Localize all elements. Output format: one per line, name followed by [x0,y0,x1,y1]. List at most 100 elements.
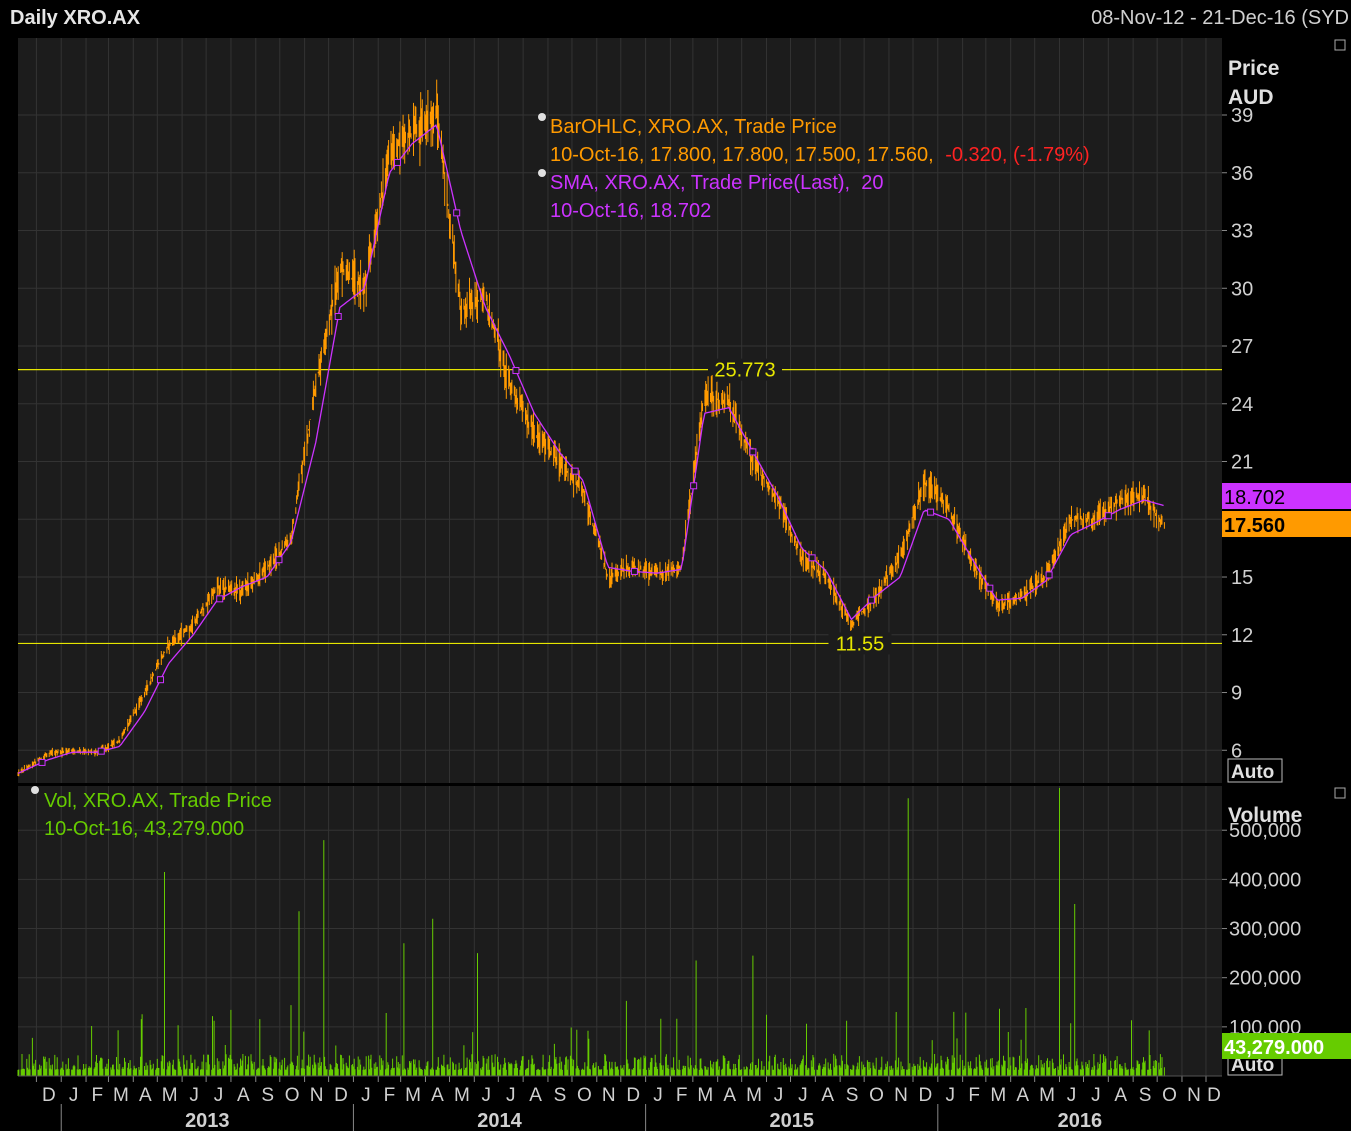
sma-marker [927,508,935,516]
sma-last-badge [1222,483,1351,509]
month-label: A [139,1085,152,1106]
horizontal-line-label-bg [828,632,892,655]
sma-markers [38,158,1112,766]
volume-y-tick-label: 200,000 [1229,968,1301,990]
month-label: N [894,1085,908,1106]
volume-axis-title: Volume [1228,804,1302,827]
volume-last-badge [1222,1033,1351,1059]
price-ohlc-series [17,79,1165,777]
price-y-tick-label: 27 [1231,336,1253,358]
month-label: J [945,1085,955,1106]
horizontal-lines: 25.773 11.55 [18,358,1222,655]
sma-marker [1045,571,1053,579]
chart-title: Daily XRO.AX [10,7,141,29]
month-label: M [746,1085,762,1106]
month-label: F [91,1085,103,1106]
month-label: N [310,1085,324,1106]
sma-marker [97,747,105,755]
month-label: S [554,1085,567,1106]
sma-marker [630,567,638,575]
month-label: J [1091,1085,1101,1106]
price-y-tick-label: 33 [1231,221,1253,243]
volume-grid [18,786,1222,1076]
month-label: A [1114,1085,1127,1106]
volume-auto-label: Auto [1231,1055,1274,1076]
volume-y-tick-label: 300,000 [1229,919,1301,941]
volume-panel-maximize-icon[interactable] [1334,787,1346,799]
month-label: A [237,1085,250,1106]
legend-ohlc-ohlc: 10-Oct-16, 17.800, 17.800, 17.500, 17.56… [550,144,934,166]
month-label: D [334,1085,348,1106]
title-bar: Daily XRO.AX 08-Nov-12 - 21-Dec-16 (SYD [0,0,1351,38]
month-label: J [482,1085,492,1106]
month-label: F [676,1085,688,1106]
legend-ohlc-icon[interactable] [538,113,546,121]
month-label: O [1162,1085,1177,1106]
volume-series [17,788,1165,1076]
volume-y-tick-label: 500,000 [1229,820,1301,842]
year-label: 2014 [477,1110,522,1131]
month-label: D [919,1085,933,1106]
sma-marker [275,556,283,564]
price-y-tick-label: 30 [1231,278,1253,300]
sma-marker [512,367,520,375]
sma-marker [749,448,757,456]
price-y-tick-label: 21 [1231,452,1253,474]
month-label: A [723,1085,736,1106]
month-label: D [626,1085,640,1106]
month-label: J [69,1085,79,1106]
horizontal-line-label: 11.55 [836,633,885,655]
price-axis-unit: AUD [1228,86,1274,109]
price-y-tick-label: 6 [1231,740,1242,762]
price-y-tick-label: 12 [1231,625,1253,647]
month-label: A [1016,1085,1029,1106]
sma-series [17,124,1164,774]
price-auto-label: Auto [1231,762,1274,783]
sma-last-label: 18.702 [1224,487,1285,509]
price-y-axis: 6 9 12 15 21 24 27 30 33 36 39 [1222,105,1253,762]
sma-marker [986,584,994,592]
sma-marker [1104,512,1112,520]
month-label: J [1067,1085,1077,1106]
month-label: D [42,1085,56,1106]
month-label: S [846,1085,859,1106]
month-label: M [162,1085,178,1106]
month-label: J [189,1085,199,1106]
sma-marker [334,312,342,320]
price-y-tick-label: 36 [1231,163,1253,185]
month-label: M [454,1085,470,1106]
price-y-tick-label: 15 [1231,567,1253,589]
volume-y-tick-label: 400,000 [1229,869,1301,891]
price-auto-button[interactable] [1227,758,1283,783]
sma-marker [690,482,698,490]
month-label: O [577,1085,592,1106]
month-label: J [653,1085,663,1106]
month-label: S [261,1085,274,1106]
month-label: A [431,1085,444,1106]
legend-ohlc-values: 10-Oct-16, 17.800, 17.800, 17.500, 17.56… [550,144,1090,166]
month-label: D [1207,1085,1221,1106]
price-panel-maximize-icon[interactable] [1334,39,1346,51]
legend-vol-icon[interactable] [31,786,39,794]
year-label: 2013 [185,1110,230,1131]
month-label: M [1039,1085,1055,1106]
legend-sma-icon[interactable] [538,169,546,177]
sma-marker [156,676,164,684]
month-label: M [990,1085,1006,1106]
month-label: J [798,1085,808,1106]
month-label: J [774,1085,784,1106]
volume-legend: Vol, XRO.AX, Trade Price 10-Oct-16, 43,2… [31,786,272,840]
price-y-tick-label: 24 [1231,394,1253,416]
sma-marker [216,595,224,603]
month-label: O [869,1085,884,1106]
sma-marker [453,209,461,217]
volume-last-label: 43,279.000 [1224,1037,1324,1059]
price-last-badge [1222,511,1351,537]
legend-vol-title: Vol, XRO.AX, Trade Price [44,790,272,812]
month-label: M [697,1085,713,1106]
month-label: J [506,1085,516,1106]
horizontal-line-label-bg [708,358,782,381]
